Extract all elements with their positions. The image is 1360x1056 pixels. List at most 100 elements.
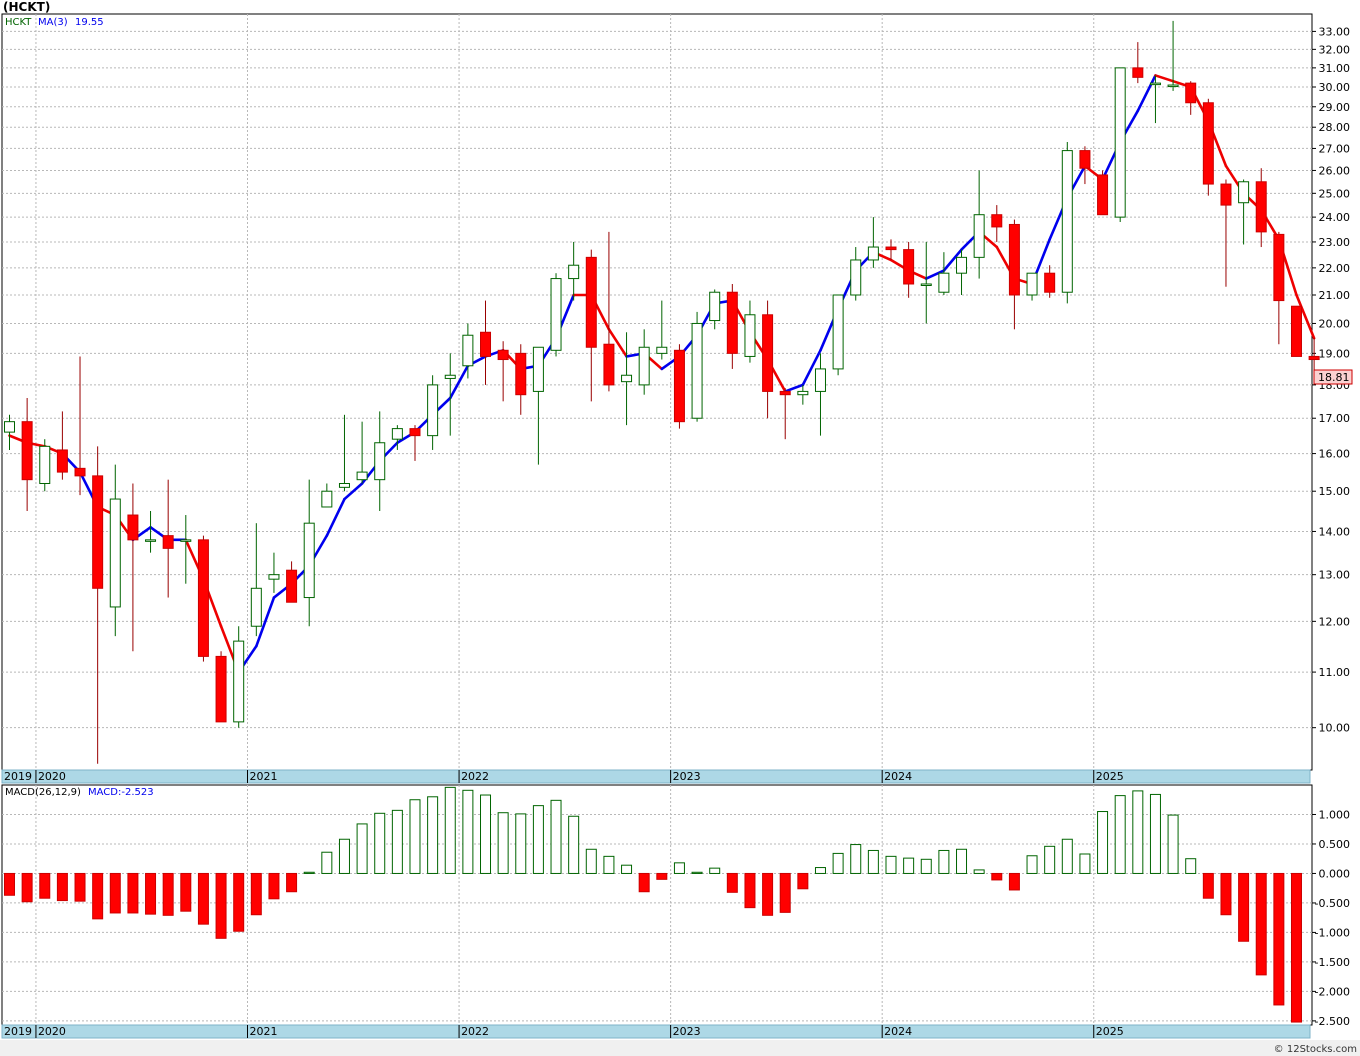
macd-bar xyxy=(867,849,879,874)
price-y-tick: 32.00 xyxy=(1319,43,1351,56)
candle xyxy=(215,651,227,723)
macd-bar xyxy=(497,812,509,874)
macd-y-tick: -0.500 xyxy=(1315,897,1350,910)
ma3-segment xyxy=(343,482,364,501)
macd-bar xyxy=(726,872,738,893)
candle xyxy=(920,241,932,324)
macd-bar xyxy=(956,848,968,874)
macd-bar xyxy=(1149,793,1161,874)
macd-bar xyxy=(973,869,985,874)
candle xyxy=(127,483,139,652)
macd-bar xyxy=(920,858,932,874)
candle xyxy=(338,414,350,492)
candle xyxy=(92,446,104,764)
macd-bar xyxy=(550,799,562,874)
candle xyxy=(444,353,456,436)
candle xyxy=(162,479,174,598)
candle xyxy=(1185,81,1197,115)
price-y-tick: 31.00 xyxy=(1319,62,1351,75)
macd-bar xyxy=(1167,814,1179,874)
macd-y-tick: -2.000 xyxy=(1315,985,1350,998)
macd-bar xyxy=(762,872,774,916)
macd-bar xyxy=(1220,872,1232,916)
macd-bar xyxy=(480,794,492,874)
ma3-segment xyxy=(1154,74,1175,83)
candle xyxy=(1238,179,1250,245)
macd-x-label: 2025 xyxy=(1096,1025,1124,1038)
macd-bar xyxy=(162,872,174,916)
ma3-segment xyxy=(448,364,470,400)
macd-bar xyxy=(56,872,68,902)
candle xyxy=(374,411,386,511)
macd-bar xyxy=(638,872,650,893)
macd-bar xyxy=(938,849,950,874)
price-y-tick: 25.00 xyxy=(1319,187,1351,200)
macd-bar xyxy=(286,872,298,893)
macd-y-tick: -1.500 xyxy=(1315,956,1350,969)
candle xyxy=(797,384,809,405)
macd-bar xyxy=(797,872,809,890)
candle xyxy=(585,249,597,402)
price-y-tick: 12.00 xyxy=(1319,615,1351,628)
ma3-segment xyxy=(801,349,822,387)
macd-y-tick: 1.000 xyxy=(1319,808,1351,821)
candle xyxy=(515,344,527,415)
macd-bar xyxy=(145,872,157,915)
price-x-label: 2025 xyxy=(1096,770,1124,783)
candle xyxy=(885,239,897,260)
candle xyxy=(832,294,844,376)
candle xyxy=(109,464,121,637)
candle xyxy=(391,425,403,450)
price-y-tick: 28.00 xyxy=(1319,121,1351,134)
candle xyxy=(21,398,33,511)
candle xyxy=(1044,265,1056,298)
price-y-tick: 19.00 xyxy=(1319,347,1351,360)
price-legend-symbol: HCKT xyxy=(5,17,32,28)
price-y-tick: 26.00 xyxy=(1319,164,1351,177)
price-y-tick: 22.00 xyxy=(1319,262,1351,275)
macd-bar xyxy=(250,872,262,916)
macd-bar xyxy=(656,872,668,880)
macd-panel: 1.000 0.500 0.000 -0.500 -1.000 -1.500 -2.000 -… xyxy=(1,784,1351,1039)
macd-bar xyxy=(1061,838,1073,874)
macd-bar xyxy=(709,867,721,874)
candle xyxy=(321,483,333,508)
macd-bars xyxy=(4,786,1302,1023)
price-y-tick: 21.00 xyxy=(1319,289,1351,302)
candle xyxy=(744,300,756,363)
macd-bar xyxy=(127,872,139,914)
candle xyxy=(303,479,315,627)
macd-bar xyxy=(850,844,862,874)
price-y-axis: 10.00 11.00 12.00 13.00 14.00 15.00 16.00 17.00… xyxy=(1312,25,1351,735)
macd-bar xyxy=(568,815,580,874)
macd-x-label: 2023 xyxy=(673,1025,701,1038)
candle xyxy=(409,425,421,461)
candle xyxy=(1202,98,1214,196)
price-x-label: 2019 xyxy=(4,770,32,783)
candle xyxy=(145,510,157,553)
candle xyxy=(638,329,650,395)
price-x-axis: 2019 2020 2021 2022 2023 2024 2025 xyxy=(4,770,1124,783)
macd-bar xyxy=(1008,872,1020,891)
candle xyxy=(1026,272,1038,301)
macd-bar xyxy=(991,872,1003,881)
price-legend-ma-value: 19.55 xyxy=(75,17,104,28)
candle xyxy=(1167,20,1179,91)
macd-bar xyxy=(409,799,421,874)
macd-bar xyxy=(321,851,333,874)
macd-bar xyxy=(515,813,527,874)
candle xyxy=(850,247,862,301)
macd-bar xyxy=(215,872,227,939)
macd-bar xyxy=(197,872,209,925)
macd-bar xyxy=(832,852,844,874)
candle xyxy=(814,353,826,436)
candle xyxy=(779,388,791,440)
candle xyxy=(673,344,685,429)
ma3-segment xyxy=(924,269,946,280)
candle xyxy=(532,346,544,465)
macd-bar xyxy=(374,812,386,874)
macd-bar xyxy=(39,872,51,899)
candle xyxy=(56,411,68,480)
candle xyxy=(726,283,738,369)
last-price-label: 18.81 xyxy=(1318,371,1350,384)
